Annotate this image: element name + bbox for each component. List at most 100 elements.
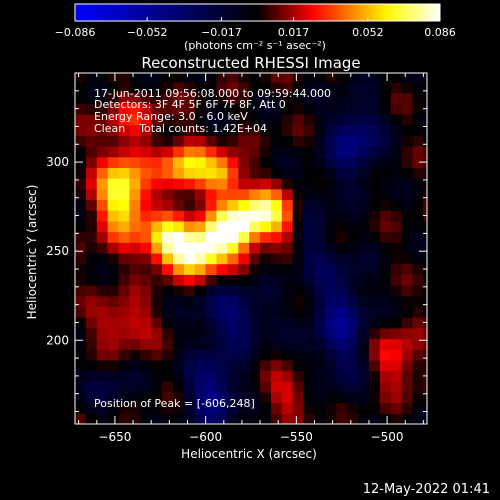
heatmap-cell bbox=[238, 199, 250, 211]
heatmap-cell bbox=[96, 220, 109, 233]
heatmap-cell bbox=[281, 103, 294, 115]
heatmap-cell bbox=[118, 349, 131, 361]
heatmap-cell bbox=[85, 210, 98, 222]
heatmap-cell bbox=[140, 285, 152, 297]
heatmap-cell bbox=[151, 199, 163, 211]
heatmap-cell bbox=[314, 327, 326, 340]
heatmap-cell bbox=[129, 274, 141, 286]
heatmap-cell bbox=[390, 402, 403, 414]
heatmap-cell bbox=[238, 113, 250, 126]
heatmap-cell bbox=[249, 413, 261, 424]
heatmap-cell bbox=[140, 188, 152, 201]
heatmap-cell bbox=[194, 317, 207, 329]
heatmap-cell bbox=[281, 349, 294, 361]
heatmap-cell bbox=[347, 402, 359, 414]
heatmap-cell bbox=[325, 413, 337, 424]
heatmap-cell bbox=[107, 327, 120, 340]
heatmap-cell bbox=[325, 285, 337, 297]
heatmap-cell bbox=[140, 113, 152, 126]
heatmap-cell bbox=[336, 146, 348, 158]
heatmap-cell bbox=[379, 381, 392, 393]
heatmap-cell bbox=[347, 146, 359, 158]
heatmap-cell bbox=[129, 327, 141, 340]
heatmap-cell bbox=[358, 317, 370, 329]
heatmap-cell bbox=[292, 73, 305, 83]
heatmap-cell bbox=[379, 295, 392, 308]
heatmap-cell bbox=[183, 327, 196, 340]
heatmap-cell bbox=[368, 199, 381, 211]
heatmap-cell bbox=[140, 178, 152, 190]
heatmap-cell bbox=[423, 146, 427, 158]
heatmap-cell bbox=[260, 295, 272, 308]
heatmap-cell bbox=[412, 359, 424, 372]
heatmap-cell bbox=[194, 295, 207, 308]
heatmap-cell bbox=[379, 285, 392, 297]
heatmap-cell bbox=[270, 113, 283, 126]
heatmap-cell bbox=[270, 295, 283, 308]
heatmap-cell bbox=[140, 146, 152, 158]
heatmap-cell bbox=[358, 73, 370, 83]
heatmap-cell bbox=[260, 178, 272, 190]
heatmap-cell bbox=[96, 188, 109, 201]
heatmap-cell bbox=[216, 391, 229, 404]
heatmap-cell bbox=[85, 178, 98, 190]
heatmap-cell bbox=[96, 81, 109, 94]
heatmap-cell bbox=[390, 73, 403, 83]
heatmap-cell bbox=[303, 327, 316, 340]
heatmap-cell bbox=[129, 103, 141, 115]
heatmap-cell bbox=[260, 263, 272, 275]
heatmap-cell bbox=[85, 295, 98, 308]
heatmap-cell bbox=[401, 103, 414, 115]
heatmap-cell bbox=[281, 359, 294, 372]
heatmap-cell bbox=[151, 103, 163, 115]
heatmap-cell bbox=[107, 252, 120, 265]
heatmap-cell bbox=[314, 381, 326, 393]
heatmap-cell bbox=[172, 146, 185, 158]
heatmap-cell bbox=[358, 274, 370, 286]
colorbar-gradient bbox=[74, 3, 441, 22]
heatmap-cell bbox=[194, 306, 207, 318]
heatmap-cell bbox=[358, 413, 370, 424]
heatmap-cell bbox=[205, 135, 218, 147]
heatmap-cell bbox=[303, 81, 316, 94]
heatmap-cell bbox=[379, 391, 392, 404]
heatmap-cell bbox=[75, 391, 87, 404]
y-tick-label: 300 bbox=[46, 155, 69, 169]
heatmap-cell bbox=[118, 210, 131, 222]
heatmap-cell bbox=[205, 92, 218, 104]
heatmap-cell bbox=[303, 306, 316, 318]
heatmap-cell bbox=[336, 124, 348, 136]
heatmap-cell bbox=[172, 359, 185, 372]
heatmap-cell bbox=[303, 156, 316, 169]
heatmap-cell bbox=[151, 220, 163, 233]
heatmap-cell bbox=[118, 135, 131, 147]
heatmap-cell bbox=[107, 317, 120, 329]
heatmap-cell bbox=[162, 263, 174, 275]
heatmap-cell bbox=[314, 210, 326, 222]
heatmap-cell bbox=[216, 252, 229, 265]
heatmap-cell bbox=[401, 402, 414, 414]
heatmap-cell bbox=[325, 124, 337, 136]
heatmap-cell bbox=[336, 359, 348, 372]
heatmap-cell bbox=[292, 349, 305, 361]
heatmap-cell bbox=[347, 178, 359, 190]
heatmap-cell bbox=[325, 327, 337, 340]
axis-ticks: −650 −600 −550 −500 200 250 300 bbox=[46, 73, 427, 444]
heatmap-cell bbox=[216, 178, 229, 190]
heatmap-cell bbox=[347, 381, 359, 393]
heatmap-cell bbox=[194, 338, 207, 350]
heatmap-cell bbox=[423, 349, 427, 361]
heatmap-cell bbox=[401, 295, 414, 308]
heatmap-cell bbox=[75, 327, 87, 340]
heatmap-cell bbox=[292, 263, 305, 275]
heatmap-cell bbox=[96, 295, 109, 308]
heatmap-cell bbox=[281, 113, 294, 126]
heatmap-cell bbox=[358, 263, 370, 275]
heatmap-cell bbox=[151, 402, 163, 414]
heatmap-cell bbox=[412, 199, 424, 211]
heatmap-cell bbox=[325, 188, 337, 201]
heatmap-cell bbox=[118, 188, 131, 201]
heatmap-cell bbox=[358, 135, 370, 147]
heatmap-cell bbox=[379, 252, 392, 265]
heatmap-cell bbox=[238, 73, 250, 83]
